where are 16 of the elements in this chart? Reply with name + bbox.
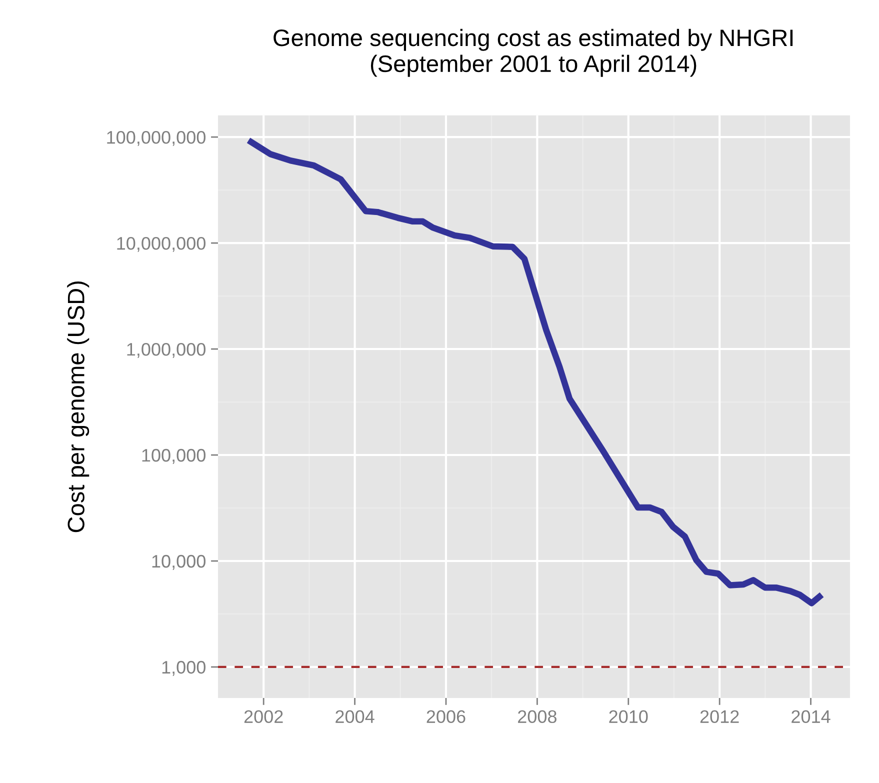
y-tick-label: 1,000: [162, 660, 206, 676]
y-tick-label: 100,000: [142, 448, 206, 464]
x-tick-label: 2014: [792, 710, 830, 724]
y-axis-title: Cost per genome (USD): [67, 282, 90, 532]
x-tick-label: 2010: [609, 710, 648, 724]
chart-title: Genome sequencing cost as estimated by NHGRI: [274, 28, 793, 51]
x-tick-label: 2012: [700, 710, 739, 724]
x-tick-label: 2008: [518, 710, 556, 724]
chart-subtitle: (September 2001 to April 2014): [370, 54, 696, 77]
x-tick-label: 2002: [244, 710, 283, 724]
y-tick-label: 10,000,000: [117, 236, 206, 252]
x-tick-label: 2006: [426, 710, 466, 724]
y-tick-label: 100,000,000: [107, 130, 206, 146]
y-tick-label: 10,000: [152, 554, 206, 570]
y-tick-label: 1,000,000: [127, 342, 206, 358]
x-tick-label: 2004: [336, 710, 374, 724]
